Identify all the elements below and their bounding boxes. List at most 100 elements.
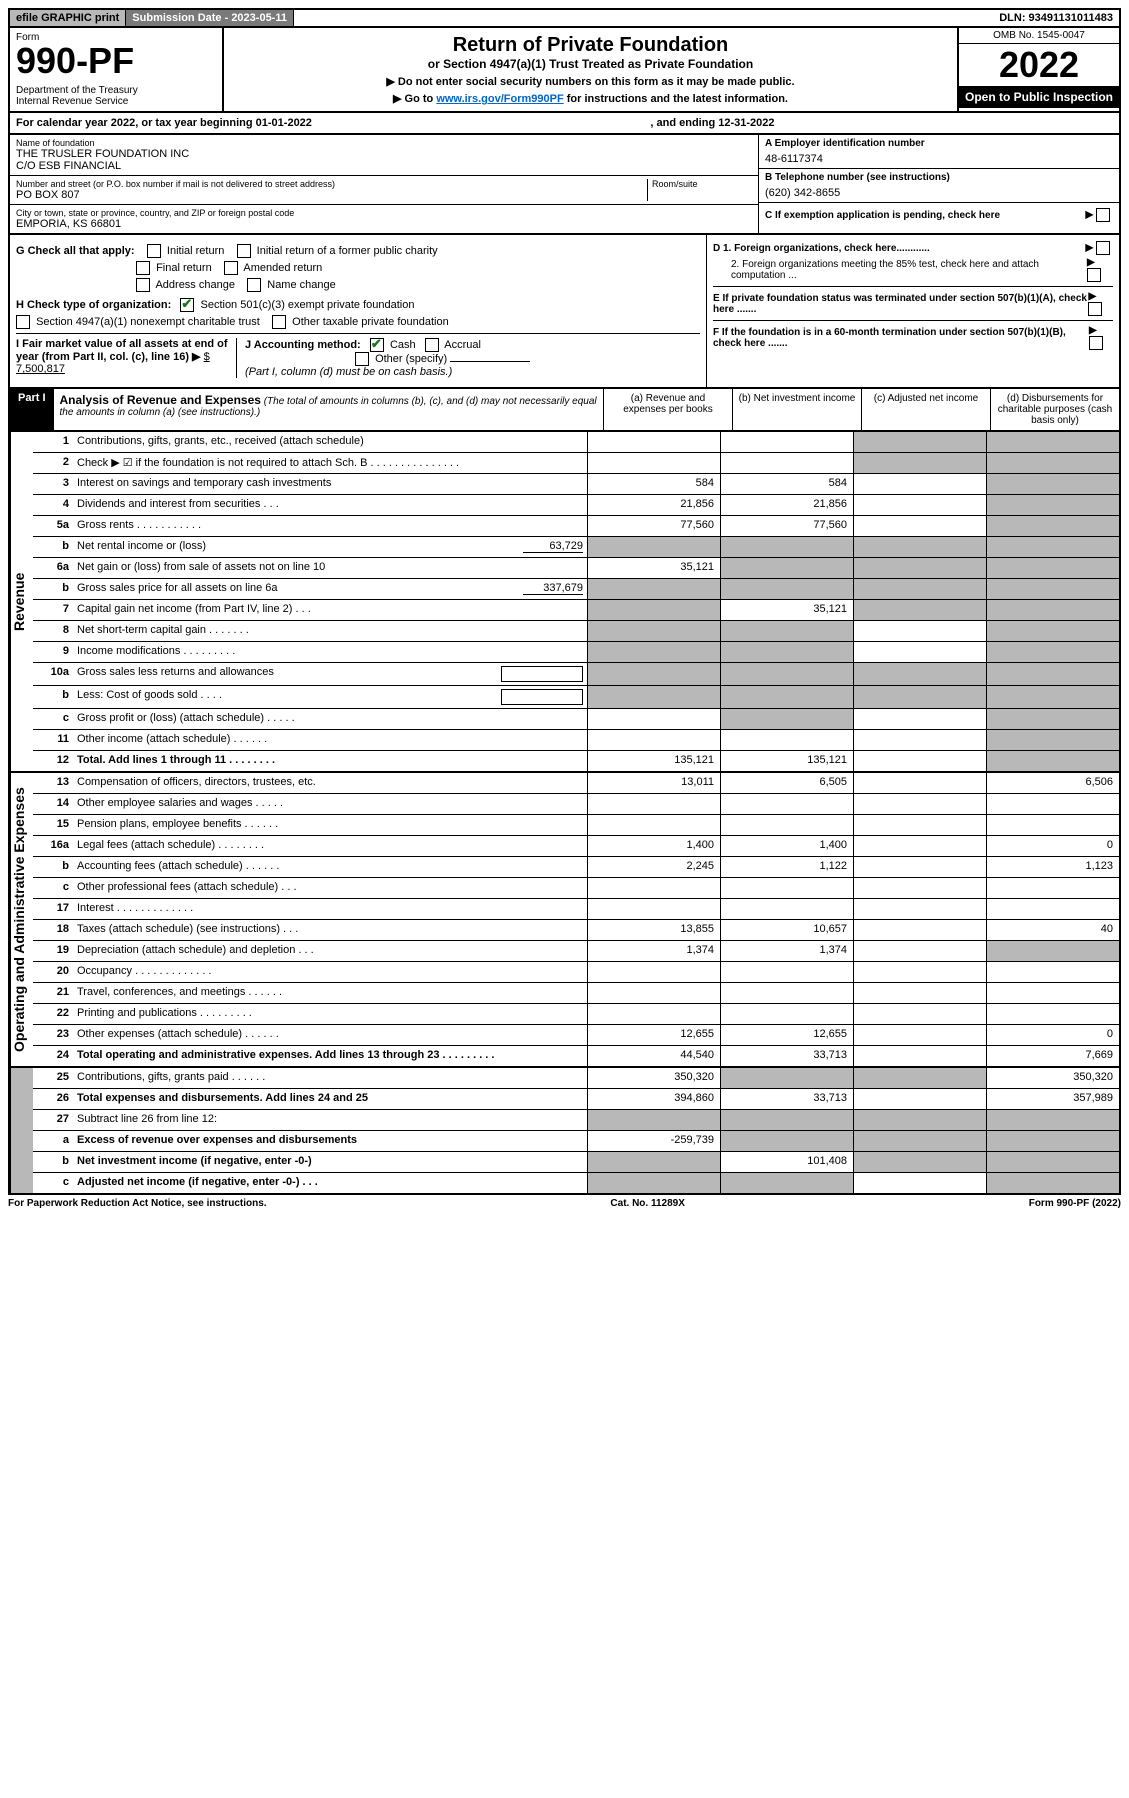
c-checkbox[interactable] — [1096, 208, 1110, 222]
line-num: c — [33, 709, 73, 729]
line-num: 21 — [33, 983, 73, 1003]
line-16a: 16aLegal fees (attach schedule) . . . . … — [33, 836, 1119, 857]
cell-b: 33,713 — [720, 1046, 853, 1066]
line-21: 21Travel, conferences, and meetings . . … — [33, 983, 1119, 1004]
cell-c — [853, 453, 986, 473]
j-accrual-checkbox[interactable] — [425, 338, 439, 352]
cell-a — [587, 537, 720, 557]
line-22: 22Printing and publications . . . . . . … — [33, 1004, 1119, 1025]
cell-b: 12,655 — [720, 1025, 853, 1045]
cell-d — [986, 663, 1119, 685]
line-25: 25Contributions, gifts, grants paid . . … — [33, 1068, 1119, 1089]
line-15: 15Pension plans, employee benefits . . .… — [33, 815, 1119, 836]
line-desc: Capital gain net income (from Part IV, l… — [73, 600, 587, 620]
g-initial-former-checkbox[interactable] — [237, 244, 251, 258]
h-other-checkbox[interactable] — [272, 315, 286, 329]
line-desc: Less: Cost of goods sold . . . . — [73, 686, 587, 708]
cell-b — [720, 558, 853, 578]
cell-a: 1,374 — [587, 941, 720, 961]
g-name-checkbox[interactable] — [247, 278, 261, 292]
cell-d: 40 — [986, 920, 1119, 940]
cell-b — [720, 794, 853, 814]
col-d-header: (d) Disbursements for charitable purpose… — [990, 389, 1119, 430]
h-4947-checkbox[interactable] — [16, 315, 30, 329]
cell-a — [587, 1110, 720, 1130]
e-checkbox[interactable] — [1088, 302, 1102, 316]
g-address-checkbox[interactable] — [136, 278, 150, 292]
cell-d — [986, 579, 1119, 599]
line-num: 6a — [33, 558, 73, 578]
line-b: bNet rental income or (loss)63,729 — [33, 537, 1119, 558]
line-num: 5a — [33, 516, 73, 536]
line-23: 23Other expenses (attach schedule) . . .… — [33, 1025, 1119, 1046]
line-desc: Net short-term capital gain . . . . . . … — [73, 621, 587, 641]
line-c: cGross profit or (loss) (attach schedule… — [33, 709, 1119, 730]
cell-c — [853, 751, 986, 771]
line-19: 19Depreciation (attach schedule) and dep… — [33, 941, 1119, 962]
irs-link[interactable]: www.irs.gov/Form990PF — [436, 93, 563, 105]
cell-b: 101,408 — [720, 1152, 853, 1172]
inspection-badge: Open to Public Inspection — [959, 86, 1119, 108]
cell-d: 7,669 — [986, 1046, 1119, 1066]
line-num: 19 — [33, 941, 73, 961]
line-desc: Dividends and interest from securities .… — [73, 495, 587, 515]
cell-c — [853, 962, 986, 982]
line-num: 17 — [33, 899, 73, 919]
line-27: 27Subtract line 26 from line 12: — [33, 1110, 1119, 1131]
cell-a — [587, 709, 720, 729]
inline-box — [501, 666, 583, 682]
h-501c3-checkbox[interactable] — [180, 298, 194, 312]
g-final-checkbox[interactable] — [136, 261, 150, 275]
line-desc: Legal fees (attach schedule) . . . . . .… — [73, 836, 587, 856]
line-desc: Income modifications . . . . . . . . . — [73, 642, 587, 662]
line-num: 26 — [33, 1089, 73, 1109]
foundation-name: THE TRUSLER FOUNDATION INC — [16, 148, 752, 160]
line-4: 4Dividends and interest from securities … — [33, 495, 1119, 516]
j-cash-checkbox[interactable] — [370, 338, 384, 352]
cell-c — [853, 516, 986, 536]
line-2: 2Check ▶ ☑ if the foundation is not requ… — [33, 453, 1119, 474]
col-c-header: (c) Adjusted net income — [861, 389, 990, 430]
cell-c — [853, 920, 986, 940]
cell-b — [720, 621, 853, 641]
cell-b — [720, 899, 853, 919]
summary-side — [10, 1068, 33, 1193]
line-desc: Depreciation (attach schedule) and deple… — [73, 941, 587, 961]
line-5a: 5aGross rents . . . . . . . . . . .77,56… — [33, 516, 1119, 537]
line-num: 13 — [33, 773, 73, 793]
dln: DLN: 93491131011483 — [993, 10, 1119, 26]
g-amended-checkbox[interactable] — [224, 261, 238, 275]
line-desc: Taxes (attach schedule) (see instruction… — [73, 920, 587, 940]
cell-d — [986, 537, 1119, 557]
cell-d — [986, 1152, 1119, 1172]
line-num: b — [33, 686, 73, 708]
cell-d — [986, 1004, 1119, 1024]
cell-c — [853, 773, 986, 793]
cell-c — [853, 621, 986, 641]
d1-checkbox[interactable] — [1096, 241, 1110, 255]
d2-checkbox[interactable] — [1087, 268, 1101, 282]
cell-a — [587, 983, 720, 1003]
cell-d — [986, 983, 1119, 1003]
calendar-year-row: For calendar year 2022, or tax year begi… — [8, 113, 1121, 135]
line-num: 24 — [33, 1046, 73, 1066]
j-other-checkbox[interactable] — [355, 352, 369, 366]
cell-a — [587, 1173, 720, 1193]
cell-b — [720, 579, 853, 599]
cell-d: 0 — [986, 836, 1119, 856]
cell-d — [986, 642, 1119, 662]
d1-label: D 1. Foreign organizations, check here..… — [713, 243, 930, 254]
f-checkbox[interactable] — [1089, 336, 1103, 350]
cell-a: 35,121 — [587, 558, 720, 578]
cell-d — [986, 1131, 1119, 1151]
g-initial-checkbox[interactable] — [147, 244, 161, 258]
cell-b — [720, 1068, 853, 1088]
line-desc: Check ▶ ☑ if the foundation is not requi… — [73, 453, 587, 473]
line-desc: Gross sales less returns and allowances — [73, 663, 587, 685]
line-20: 20Occupancy . . . . . . . . . . . . . — [33, 962, 1119, 983]
cell-b — [720, 663, 853, 685]
cell-a — [587, 453, 720, 473]
cell-b — [720, 709, 853, 729]
line-b: bAccounting fees (attach schedule) . . .… — [33, 857, 1119, 878]
line-desc: Interest on savings and temporary cash i… — [73, 474, 587, 494]
